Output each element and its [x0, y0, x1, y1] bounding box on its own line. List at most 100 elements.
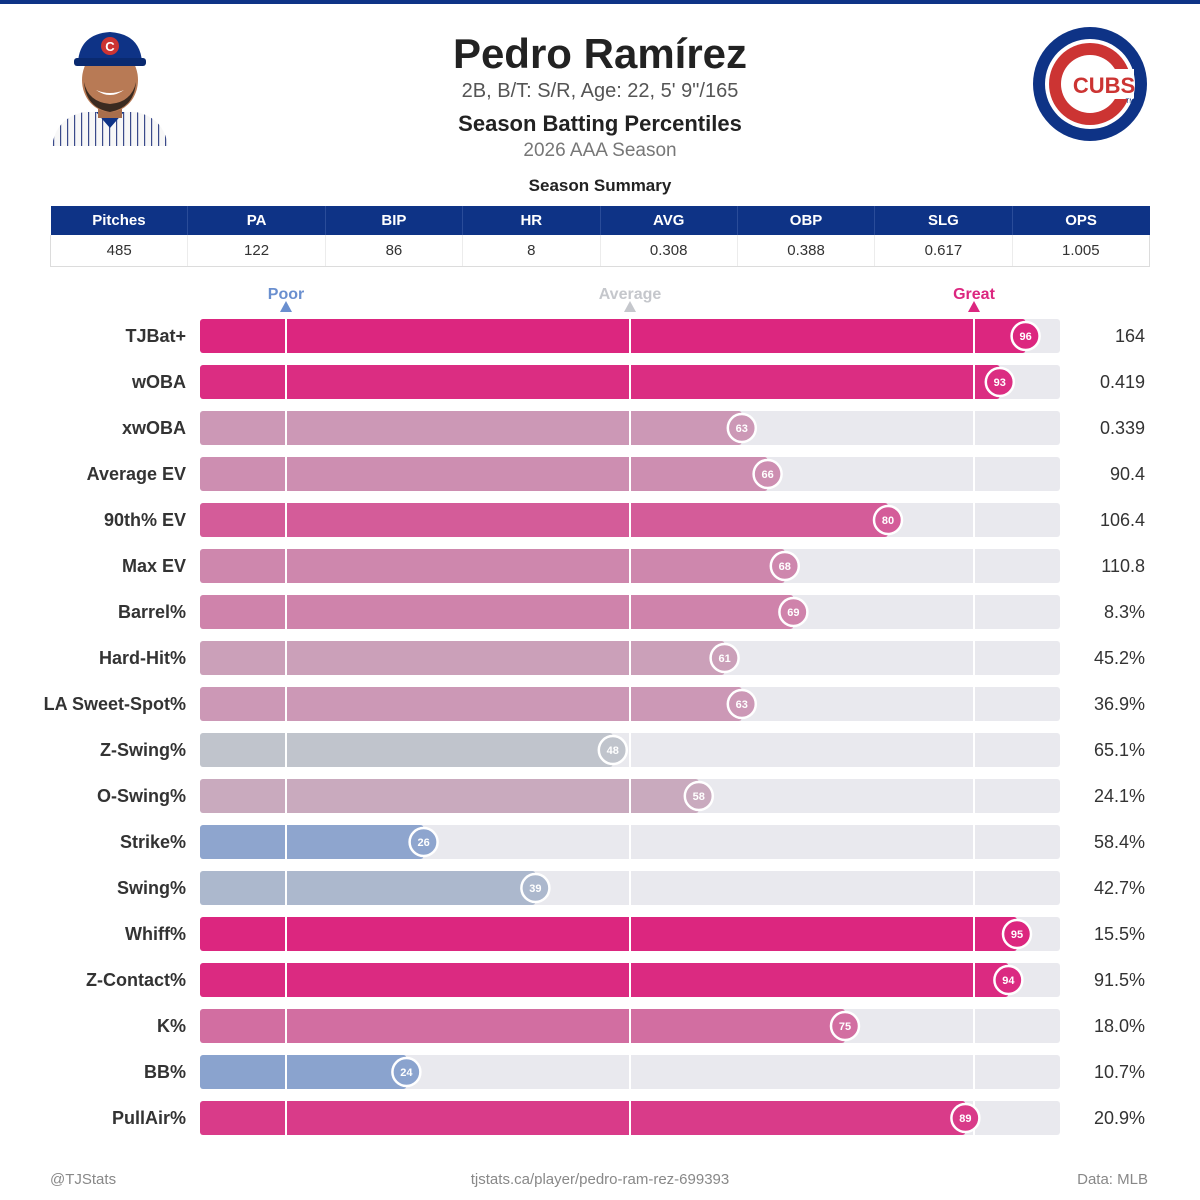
- percentile-bubble: [769, 550, 801, 582]
- percentile-label: 75: [839, 1021, 851, 1033]
- summary-col-header: AVG: [600, 206, 738, 235]
- percentile-chart: Poor Average Great TJBat+ 164 wOBA 0.419 xwOBA 0…: [44, 286, 1145, 1135]
- stat-value: 90.4: [1110, 464, 1145, 484]
- stat-value: 0.339: [1100, 418, 1145, 438]
- row-label: Average EV: [87, 464, 186, 484]
- row-label: PullAir%: [112, 1108, 186, 1128]
- percentile-bubble: [726, 688, 758, 720]
- row-label: wOBA: [131, 372, 186, 392]
- percentile-label: 61: [718, 653, 730, 665]
- percentile-label: 68: [779, 561, 791, 573]
- row-label: O-Swing%: [97, 786, 186, 806]
- percentile-bubble: [520, 872, 551, 904]
- summary-cell: 122: [187, 235, 326, 267]
- percentile-label: 93: [994, 377, 1006, 389]
- stat-value: 24.1%: [1094, 786, 1145, 806]
- percentile-label: 63: [736, 423, 748, 435]
- summary-cell: 0.388: [737, 235, 876, 267]
- stat-value: 10.7%: [1094, 1062, 1145, 1082]
- row-label: Z-Contact%: [86, 970, 186, 990]
- percentile-label: 58: [693, 791, 705, 803]
- percentile-bar: [200, 411, 742, 445]
- stat-value: 65.1%: [1094, 740, 1145, 760]
- report-title: Season Batting Percentiles: [458, 111, 742, 136]
- percentile-bar: [200, 549, 785, 583]
- row-label: Max EV: [122, 556, 186, 576]
- summary-cell: 8: [462, 235, 601, 267]
- percentile-bubble: [1010, 320, 1041, 352]
- footer-source: Data: MLB: [1077, 1171, 1148, 1188]
- summary-header-row: Pitches PA BIP HR AVG OBP SLG OPS: [50, 206, 1150, 235]
- percentile-bubble: [408, 826, 439, 858]
- stat-value: 58.4%: [1094, 832, 1145, 852]
- stat-value: 0.419: [1100, 372, 1145, 392]
- percentile-bubble: [1001, 918, 1033, 950]
- summary-title: Season Summary: [528, 176, 672, 195]
- marker-arrow-icon: [624, 301, 636, 312]
- marker-label-great: Great: [953, 286, 995, 303]
- percentile-bar: [200, 457, 768, 491]
- marker-label-average: Average: [599, 286, 662, 303]
- row-label: TJBat+: [125, 326, 186, 346]
- summary-cell: 485: [49, 235, 189, 267]
- summary-col-header: PA: [187, 206, 326, 235]
- percentile-label: 80: [882, 515, 894, 527]
- footer-credit: @TJStats: [50, 1171, 117, 1188]
- percentile-label: 26: [417, 837, 429, 849]
- marker-arrow-icon: [280, 301, 292, 312]
- marker-label-poor: Poor: [268, 286, 304, 303]
- percentile-bar: [200, 871, 536, 905]
- percentile-bar: [200, 365, 1000, 399]
- percentile-label: 24: [400, 1067, 413, 1079]
- marker-arrow-icon: [968, 301, 980, 312]
- row-label: xwOBA: [122, 418, 186, 438]
- percentile-bubble: [709, 642, 740, 674]
- row-label: Z-Swing%: [100, 740, 186, 760]
- percentile-bar: [200, 733, 613, 767]
- cap-logo-letter: C: [105, 39, 115, 54]
- footer-url[interactable]: tjstats.ca/player/pedro-ram-rez-699393: [470, 1171, 730, 1188]
- percentile-bubble: [752, 458, 783, 490]
- percentile-label: 94: [1002, 975, 1015, 987]
- summary-col-header: HR: [462, 206, 601, 235]
- stat-value: 42.7%: [1094, 878, 1145, 898]
- percentile-bar: [200, 595, 794, 629]
- percentile-bar: [200, 1055, 407, 1089]
- stat-value: 45.2%: [1094, 648, 1145, 668]
- percentile-bar: [200, 1009, 845, 1043]
- stat-value: 91.5%: [1094, 970, 1145, 990]
- percentile-bar: [200, 825, 424, 859]
- row-label: LA Sweet-Spot%: [44, 694, 186, 714]
- player-bio: 2B, B/T: S/R, Age: 22, 5' 9"/165: [461, 80, 739, 102]
- row-label: K%: [157, 1016, 186, 1036]
- stat-value: 18.0%: [1094, 1016, 1145, 1036]
- percentile-bubble: [726, 412, 758, 444]
- summary-cell: 86: [325, 235, 464, 267]
- stat-value: 36.9%: [1094, 694, 1145, 714]
- percentile-label: 39: [529, 883, 541, 895]
- top-stripe: [0, 0, 1200, 4]
- row-label: Barrel%: [118, 602, 186, 622]
- row-label: Strike%: [120, 832, 186, 852]
- percentile-bubble: [391, 1056, 422, 1088]
- percentile-bar: [200, 503, 888, 537]
- summary-cell: 0.617: [874, 235, 1013, 267]
- row-label: 90th% EV: [104, 510, 186, 530]
- row-label: BB%: [144, 1062, 186, 1082]
- percentile-bubble: [778, 596, 809, 628]
- percentile-label: 95: [1011, 929, 1023, 941]
- percentile-bar: [200, 687, 742, 721]
- summary-value-row: 485 122 86 8 0.308 0.388 0.617 1.005: [49, 235, 1151, 267]
- summary-col-header: OPS: [1012, 206, 1150, 235]
- stat-value: 164: [1115, 326, 1145, 346]
- percentile-bubble: [993, 964, 1024, 996]
- season-label: 2026 AAA Season: [523, 140, 677, 161]
- percentile-bubble: [872, 504, 904, 536]
- percentile-label: 69: [787, 607, 799, 619]
- percentile-bubble: [683, 780, 715, 812]
- stat-value: 8.3%: [1104, 602, 1145, 622]
- stat-value: 106.4: [1100, 510, 1145, 530]
- row-label: Hard-Hit%: [99, 648, 186, 668]
- percentile-bar: [200, 917, 1017, 951]
- summary-cell: 1.005: [1012, 235, 1151, 267]
